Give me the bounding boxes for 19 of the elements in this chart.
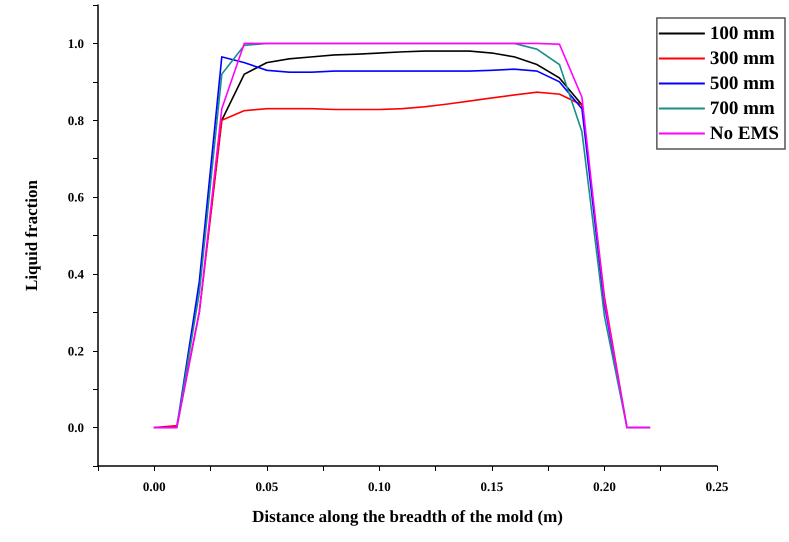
- x-tick-label: 0.20: [593, 479, 616, 494]
- legend-label: 500 mm: [710, 73, 775, 94]
- x-tick-label: 0.10: [368, 479, 391, 494]
- x-axis-title: Distance along the breadth of the mold (m): [252, 507, 563, 526]
- legend-label: 100 mm: [710, 23, 775, 44]
- x-tick-label: 0.25: [706, 479, 729, 494]
- y-tick-label: 0.0: [68, 420, 84, 436]
- y-axis-title: Liquid fraction: [22, 179, 41, 291]
- y-tick-label: 0.6: [68, 190, 84, 205]
- y-tick-label: 0.4: [68, 266, 84, 282]
- y-tick-label: 0.8: [68, 112, 84, 128]
- legend-label: 300 mm: [710, 48, 775, 69]
- legend-label: No EMS: [710, 123, 780, 144]
- x-tick-label: 0.15: [480, 479, 504, 494]
- y-tick-label: 0.2: [68, 343, 84, 358]
- legend-label: 700 mm: [710, 98, 775, 119]
- y-tick-label: 1.0: [68, 36, 84, 51]
- x-tick-label: 0.05: [255, 479, 279, 494]
- text: 0.00: [142, 479, 166, 494]
